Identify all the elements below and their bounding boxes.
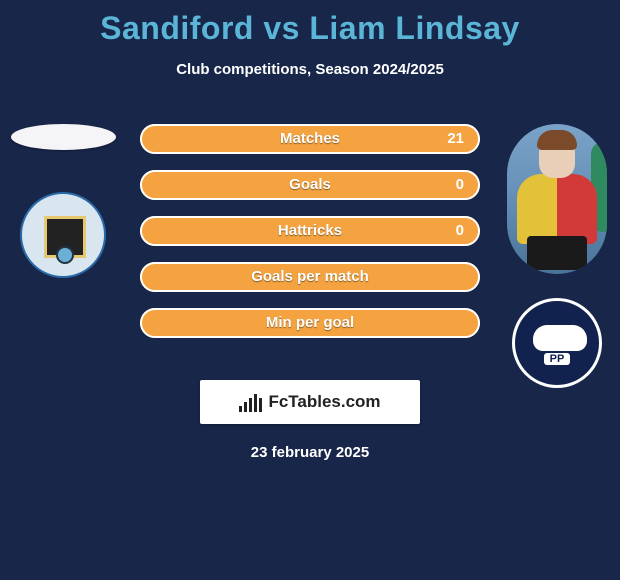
right-player-column: PP [502,124,612,388]
stat-row: Goals per match [140,262,480,292]
left-player-photo [11,124,116,150]
page-title: Sandiford vs Liam Lindsay [0,0,620,47]
left-player-column [8,124,118,278]
stat-value-right: 0 [456,216,464,246]
stat-bars: Matches21Goals0Hattricks0Goals per match… [140,116,480,338]
fctables-logo-icon [239,392,262,412]
right-player-photo [507,124,607,274]
page-subtitle: Club competitions, Season 2024/2025 [0,61,620,78]
comparison-panel: PP Matches21Goals0Hattricks0Goals per ma… [0,116,620,461]
stat-row: Min per goal [140,308,480,338]
stat-label: Hattricks [140,216,480,246]
branding-text: FcTables.com [268,392,380,412]
stat-label: Goals [140,170,480,200]
stat-label: Min per goal [140,308,480,338]
right-crest-text: PP [544,353,570,365]
stat-label: Goals per match [140,262,480,292]
left-club-crest [20,192,106,278]
stat-label: Matches [140,124,480,154]
footer-date: 23 february 2025 [0,444,620,461]
branding-badge: FcTables.com [200,380,420,424]
stat-row: Hattricks0 [140,216,480,246]
stat-row: Goals0 [140,170,480,200]
stat-value-right: 0 [456,170,464,200]
stat-row: Matches21 [140,124,480,154]
stat-value-right: 21 [447,124,464,154]
right-club-crest: PP [512,298,602,388]
